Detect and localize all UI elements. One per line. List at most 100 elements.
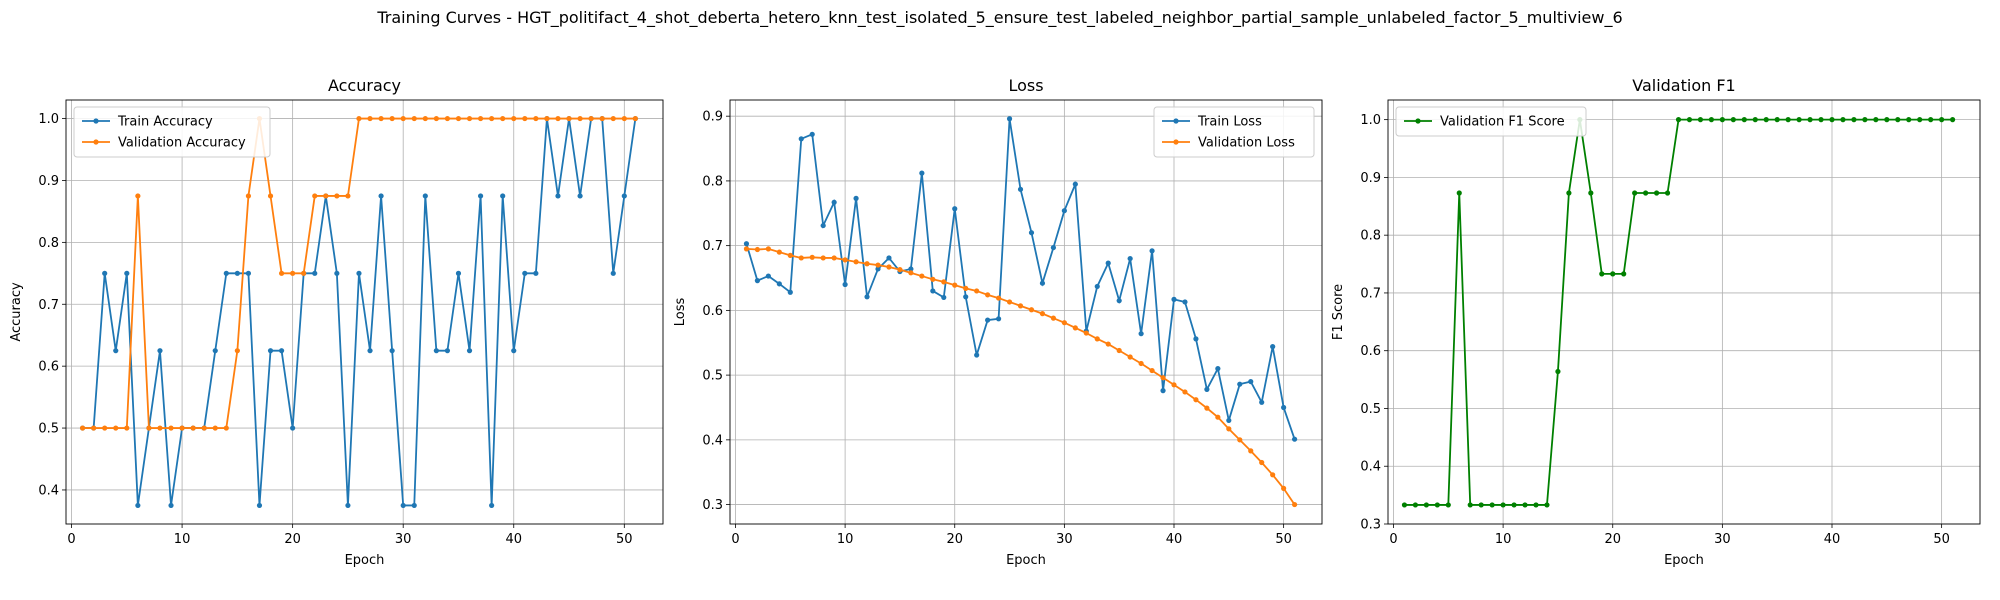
data-point xyxy=(290,270,296,276)
y-tick-label: 0.8 xyxy=(38,236,59,251)
data-point xyxy=(908,270,914,276)
legend-label: Train Accuracy xyxy=(117,115,213,130)
data-point xyxy=(323,193,329,199)
data-point xyxy=(1061,320,1067,326)
data-point xyxy=(201,425,207,431)
data-point xyxy=(1138,360,1144,367)
data-point xyxy=(765,246,771,252)
data-point xyxy=(1116,298,1122,304)
data-point xyxy=(1895,117,1901,123)
x-tick-label: 30 xyxy=(1714,532,1731,547)
y-tick-label: 0.4 xyxy=(1360,460,1381,475)
data-point xyxy=(1061,208,1067,214)
y-tick-label: 0.9 xyxy=(702,110,723,125)
data-point xyxy=(754,246,761,253)
data-point xyxy=(1456,190,1462,196)
data-point xyxy=(853,259,859,265)
data-point xyxy=(256,502,263,509)
data-point xyxy=(743,241,750,247)
data-point xyxy=(1259,399,1265,405)
legend: Validation F1 Score xyxy=(1395,106,1587,137)
data-point xyxy=(511,115,517,122)
data-point xyxy=(787,252,793,258)
chart-3: 0 10 20 30 40 50 0.3 0.4 0.5 0.6 0.7 0.8 0.9 1.0 Valid… xyxy=(1331,76,1981,568)
data-point xyxy=(1906,117,1912,123)
data-point xyxy=(500,193,506,199)
data-point xyxy=(985,317,991,323)
plot-frame xyxy=(1387,99,1981,525)
data-point xyxy=(356,115,362,122)
y-axis-label: Loss xyxy=(673,298,688,327)
y-tick-label: 0.6 xyxy=(702,304,723,319)
y-tick-label: 0.9 xyxy=(38,174,59,189)
data-point xyxy=(1215,366,1221,372)
data-point xyxy=(544,115,550,122)
data-point xyxy=(1533,502,1539,508)
data-point xyxy=(113,348,119,354)
data-point xyxy=(245,193,252,199)
legend-label: Validation F1 Score xyxy=(1440,115,1565,130)
data-point xyxy=(886,264,892,270)
data-point xyxy=(798,136,804,142)
data-point xyxy=(168,425,174,431)
data-point xyxy=(995,316,1002,322)
data-point xyxy=(754,278,761,284)
y-tick-label: 0.3 xyxy=(1360,518,1381,533)
y-tick-label: 0.7 xyxy=(1360,286,1381,301)
data-point xyxy=(1160,388,1166,394)
data-point xyxy=(555,193,561,199)
data-point xyxy=(378,193,384,199)
data-point xyxy=(1072,325,1078,331)
data-point xyxy=(985,292,991,298)
data-point xyxy=(919,170,925,176)
data-point xyxy=(1182,299,1188,305)
data-point xyxy=(599,115,605,122)
y-tick-label: 0.8 xyxy=(702,174,723,189)
data-point xyxy=(1171,382,1177,388)
data-point xyxy=(1939,117,1945,123)
data-point xyxy=(389,115,395,122)
data-point xyxy=(190,425,196,431)
data-point xyxy=(743,246,750,252)
y-tick-label: 0.7 xyxy=(702,239,723,254)
x-tick-label: 0 xyxy=(67,532,75,547)
x-axis-label: Epoch xyxy=(1006,553,1046,568)
data-point xyxy=(1116,347,1122,354)
data-point xyxy=(1193,336,1199,342)
data-point xyxy=(367,115,373,122)
chart-1: 0 10 20 30 40 50 0.4 0.5 0.6 0.7 0.8 0.9 1.0 Accuracy… xyxy=(9,76,664,568)
data-point xyxy=(1259,459,1265,466)
data-point xyxy=(422,115,428,122)
data-point xyxy=(1511,502,1517,508)
data-point xyxy=(555,115,561,122)
data-point xyxy=(124,425,130,431)
data-point xyxy=(367,348,373,354)
chart-title: Validation F1 xyxy=(1632,76,1735,95)
data-point xyxy=(433,348,439,354)
data-point xyxy=(1873,117,1879,123)
data-point xyxy=(1434,502,1440,508)
y-tick-label: 0.4 xyxy=(702,433,723,448)
data-point xyxy=(389,348,395,354)
data-point xyxy=(345,502,351,509)
x-tick-label: 50 xyxy=(1275,532,1292,547)
data-point xyxy=(1763,117,1769,123)
y-tick-label: 1.0 xyxy=(38,112,59,127)
data-point xyxy=(974,288,980,294)
data-point xyxy=(1138,331,1144,337)
data-point xyxy=(1555,368,1561,375)
data-point xyxy=(234,348,240,354)
x-tick-label: 50 xyxy=(616,532,633,547)
data-point xyxy=(1127,354,1133,360)
data-point xyxy=(1083,330,1089,336)
plot-frame xyxy=(65,99,664,525)
data-point xyxy=(477,115,484,122)
data-point xyxy=(1028,230,1035,236)
x-tick-label: 0 xyxy=(1389,532,1397,547)
data-point xyxy=(102,270,108,276)
data-point xyxy=(632,115,638,122)
plot-frame xyxy=(729,99,1323,525)
data-point xyxy=(1500,502,1506,508)
data-point xyxy=(765,273,771,279)
